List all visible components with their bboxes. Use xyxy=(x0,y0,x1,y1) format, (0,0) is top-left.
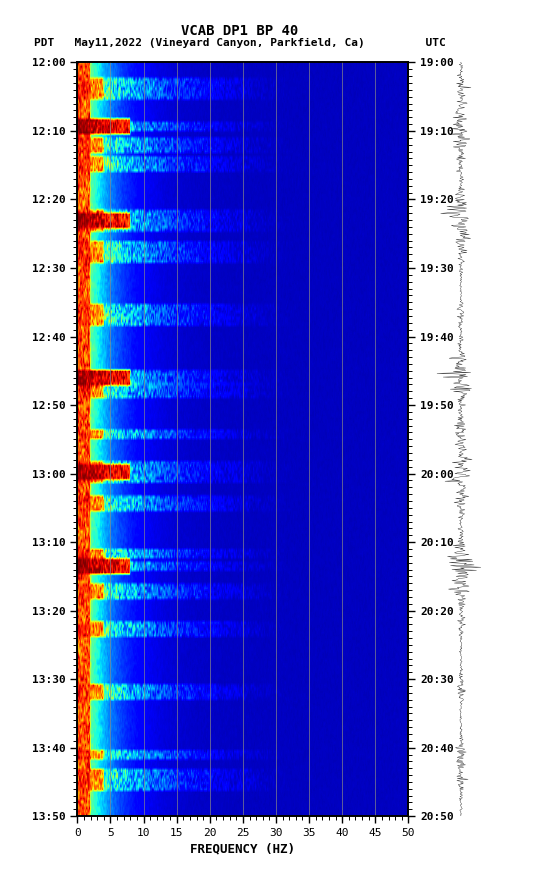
Text: PDT   May11,2022 (Vineyard Canyon, Parkfield, Ca)         UTC: PDT May11,2022 (Vineyard Canyon, Parkfie… xyxy=(34,37,446,48)
Text: VCAB DP1 BP 40: VCAB DP1 BP 40 xyxy=(182,24,299,38)
X-axis label: FREQUENCY (HZ): FREQUENCY (HZ) xyxy=(190,842,295,855)
